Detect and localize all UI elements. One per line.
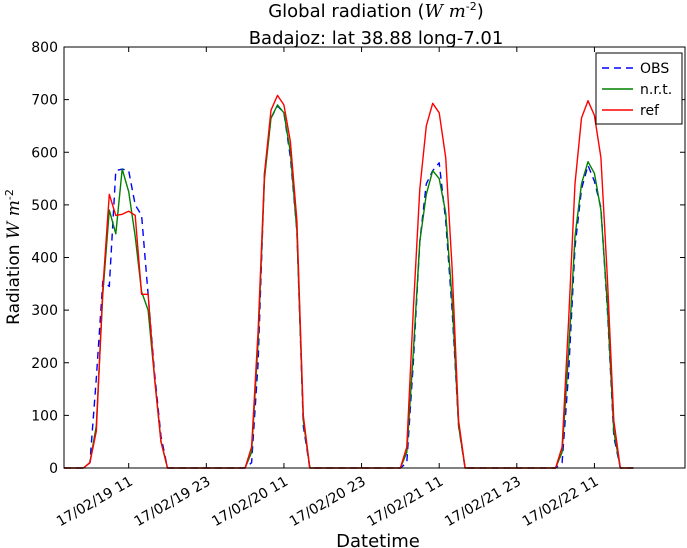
y-tick-label: 700 <box>31 93 58 109</box>
x-tick-label: 17/02/21 23 <box>442 474 524 530</box>
chart-title: Global radiation (W m-2) <box>268 0 484 22</box>
legend-label-0: OBS <box>640 61 669 77</box>
legend-label-1: n.r.t. <box>640 82 672 98</box>
y-tick-label: 500 <box>31 198 58 214</box>
x-tick-label: 17/02/22 11 <box>520 474 602 530</box>
y-tick-label: 600 <box>31 145 58 161</box>
x-tick-label: 17/02/20 11 <box>209 474 291 530</box>
series-line-0 <box>64 105 634 469</box>
chart-subtitle: Badajoz: lat 38.88 long-7.01 <box>249 28 504 49</box>
x-tick-label: 17/02/19 11 <box>54 474 136 530</box>
x-tick-label: 17/02/20 23 <box>287 474 369 530</box>
legend-label-2: ref <box>640 103 660 119</box>
series-line-1 <box>64 104 634 469</box>
x-tick-label: 17/02/19 23 <box>132 474 214 530</box>
y-tick-label: 400 <box>31 251 58 267</box>
x-tick-label: 17/02/21 11 <box>364 474 446 530</box>
y-tick-label: 300 <box>31 303 58 319</box>
y-tick-label: 0 <box>49 461 58 477</box>
series-line-2 <box>64 94 634 469</box>
y-axis-label: Radiation W m-2 <box>3 189 24 325</box>
y-tick-label: 100 <box>31 408 58 424</box>
x-axis-label: Datetime <box>336 531 420 548</box>
y-tick-label: 800 <box>31 40 58 56</box>
y-tick-label: 200 <box>31 356 58 372</box>
